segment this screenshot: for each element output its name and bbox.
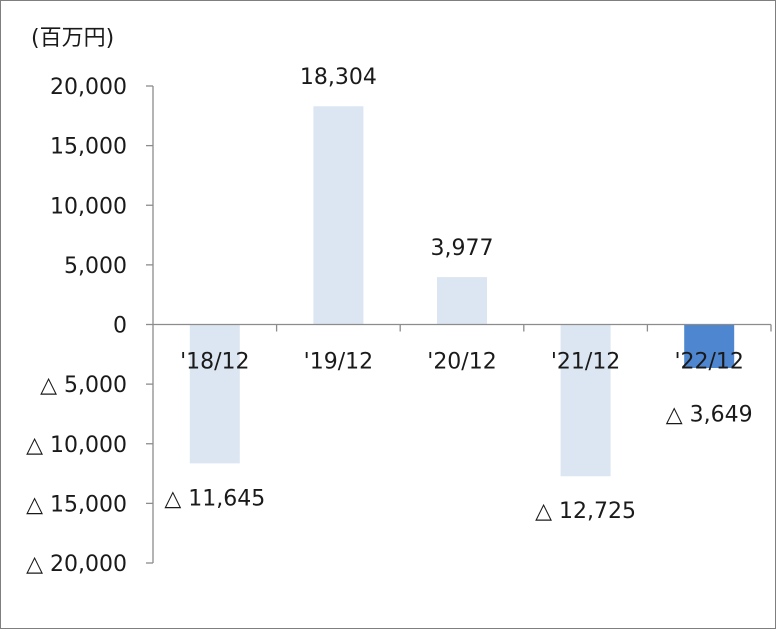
unit-label: (百万円)	[31, 26, 114, 51]
data-labels: △ 11,645 18,304 3,977 △ 12,725 △ 3,649	[164, 65, 752, 524]
bars	[189, 106, 735, 477]
category-label: '18/12	[180, 350, 249, 375]
bar	[313, 106, 364, 325]
y-tick-label: 15,000	[50, 135, 127, 160]
y-tick-label: 20,000	[50, 75, 127, 100]
category-label: '19/12	[304, 350, 373, 375]
y-tick-label: △ 10,000	[26, 433, 127, 458]
category-labels: '18/12 '19/12 '20/12 '21/12 '22/12	[180, 350, 744, 375]
x-axis	[153, 323, 772, 332]
data-label: △ 3,649	[666, 403, 753, 428]
y-tick-label: △ 20,000	[26, 552, 127, 577]
data-label: 18,304	[300, 65, 377, 90]
bar	[684, 324, 735, 369]
category-label: '21/12	[551, 350, 620, 375]
bar	[437, 277, 487, 325]
y-tick-label: △ 15,000	[26, 492, 127, 517]
category-label: '22/12	[674, 350, 743, 375]
y-tick-label: 5,000	[64, 254, 127, 279]
bar	[189, 324, 240, 464]
category-label: '20/12	[427, 350, 496, 375]
y-tick-label: 0	[113, 314, 127, 339]
data-label: △ 12,725	[535, 499, 636, 524]
y-tick-label: △ 5,000	[40, 373, 127, 398]
y-axis: 20,000 15,000 10,000 5,000 0 △ 5,000 △ 10,000 △…	[26, 75, 154, 577]
bar	[560, 324, 611, 477]
data-label: 3,977	[431, 236, 494, 261]
data-label: △ 11,645	[164, 486, 265, 511]
y-tick-label: 10,000	[50, 194, 127, 219]
